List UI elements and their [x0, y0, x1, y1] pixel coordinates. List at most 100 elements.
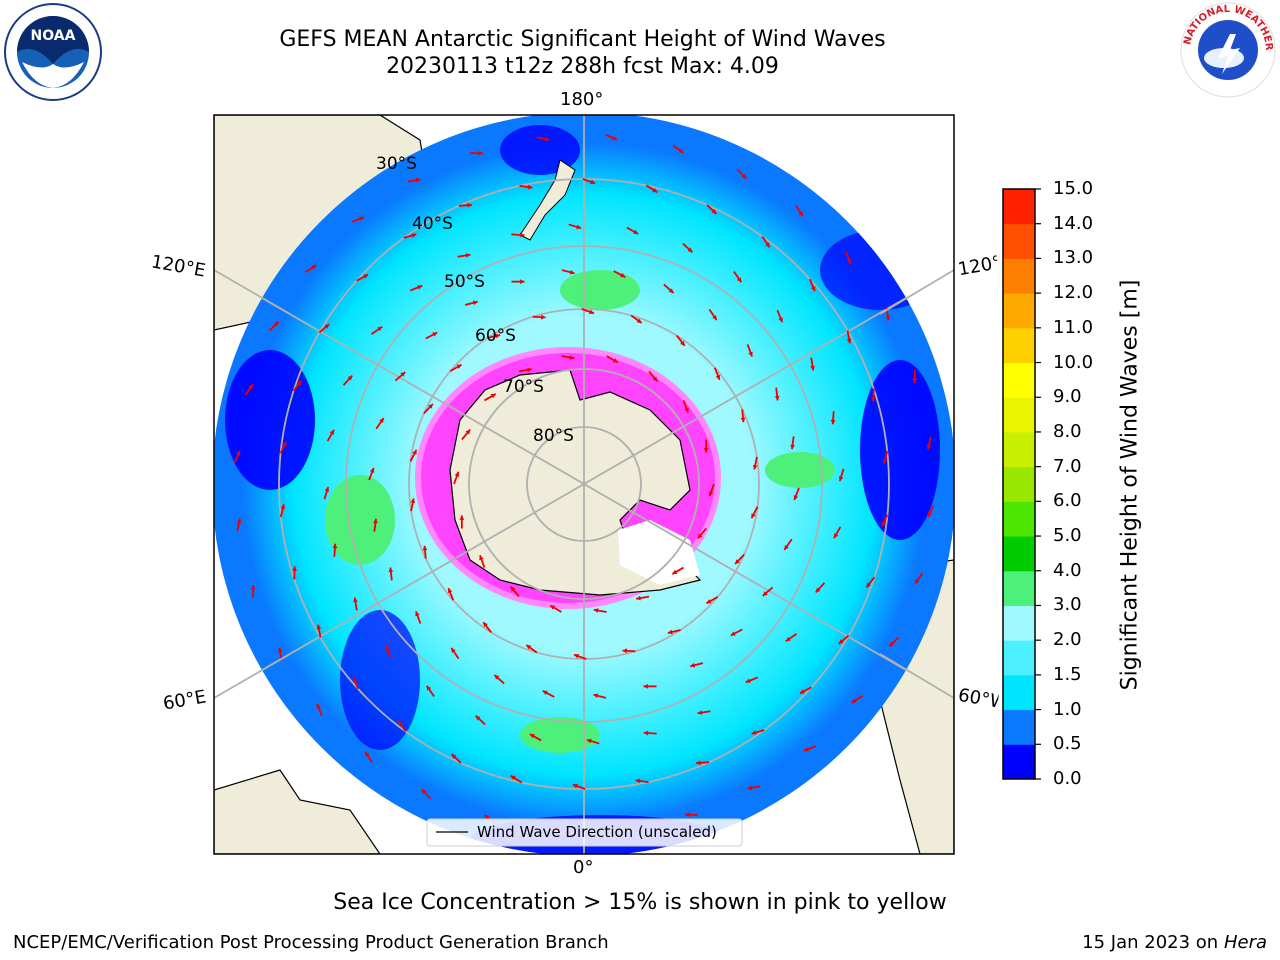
- wave-arrow-head: [712, 315, 717, 321]
- wave-arrow-head: [684, 407, 689, 413]
- wave-arrow-head: [715, 374, 721, 380]
- colorbar-cell: [1003, 536, 1035, 572]
- wave-arrow-head: [696, 760, 701, 766]
- wave-arrow-head: [633, 229, 639, 234]
- wave-arrow-head: [572, 783, 578, 789]
- footer-machine: Hera: [1223, 932, 1267, 953]
- colorbar-tick-label: 6.0: [1053, 490, 1082, 512]
- wave-arrow-head: [926, 444, 932, 450]
- chart-title: GEFS MEAN Antarctic Significant Height o…: [279, 27, 886, 52]
- wave-arrow-head: [465, 429, 471, 435]
- wave-arrow-head: [573, 653, 579, 659]
- wave-arrow-head: [373, 518, 378, 524]
- noaa-logo: NOAA: [2, 2, 104, 102]
- wave-arrow-head: [652, 187, 658, 193]
- wave-arrow-head: [838, 476, 844, 482]
- wave-arrow-head: [882, 458, 888, 464]
- wave-arrow-head: [236, 518, 242, 524]
- wave-arrow-head: [280, 504, 286, 510]
- wave-arrow-head: [846, 338, 852, 344]
- wave-arrow-head: [316, 624, 322, 630]
- wave-arrow-head: [519, 232, 525, 238]
- lon-label-180: 180°: [560, 89, 604, 110]
- wave-arrow-head: [636, 595, 641, 601]
- wave-arrow-head: [484, 815, 490, 820]
- wave-arrow-head: [747, 785, 753, 791]
- colorbar-cell: [1003, 744, 1035, 780]
- wave-arrow-head: [550, 605, 556, 610]
- wave-arrow-head: [483, 622, 488, 628]
- wave-arrow-head: [774, 395, 780, 401]
- wave-arrow-head: [510, 586, 516, 592]
- lon-label-0: 0°: [573, 857, 594, 878]
- wave-arrow-head: [803, 747, 809, 752]
- wave-arrow-head: [740, 417, 746, 423]
- wave-arrow-head: [589, 309, 595, 315]
- wave-arrow-head: [684, 812, 690, 818]
- wave-arrow-head: [762, 591, 768, 596]
- wave-arrow-head: [296, 380, 302, 386]
- wave-arrow-head: [359, 216, 365, 221]
- wave-arrow-head: [324, 324, 330, 329]
- africa-land: [214, 769, 381, 854]
- wave-arrow-head: [329, 429, 334, 435]
- wave-arrow-head: [248, 384, 253, 390]
- colorbar-tick-label: 5.0: [1053, 525, 1082, 547]
- wave-arrow-head: [708, 491, 714, 497]
- colorbar-tick-label: 11.0: [1053, 316, 1094, 338]
- wave-arrow-head: [784, 544, 789, 550]
- wave-arrow-head: [311, 265, 317, 270]
- wave-arrow-head: [459, 515, 465, 520]
- wave-arrow-head: [388, 567, 394, 573]
- wave-arrow-head: [352, 676, 358, 682]
- wave-arrow-head: [745, 678, 751, 683]
- wave-arrow-head: [495, 333, 501, 339]
- svg-text:Wind Wave Direction (unscaled): Wind Wave Direction (unscaled): [477, 823, 717, 841]
- wave-arrow-head: [454, 471, 460, 477]
- wave-arrow-head: [544, 136, 550, 142]
- wave-arrow-head: [690, 662, 696, 668]
- wave-arrow-head: [467, 202, 472, 208]
- wave-arrow-head: [778, 317, 783, 323]
- wave-arrow-head: [478, 150, 484, 156]
- wave-arrow-head: [889, 641, 895, 647]
- colorbar-cell: [1003, 293, 1035, 329]
- wave-arrow-head: [622, 648, 627, 654]
- wave-arrow-head: [748, 351, 753, 357]
- wave-arrow-head: [730, 631, 736, 636]
- wave-arrow-head: [643, 730, 649, 736]
- wave-arrow-head: [398, 720, 403, 726]
- wave-arrow-head: [915, 578, 920, 584]
- lat-label-30: 30°S: [376, 154, 417, 174]
- wave-arrow-head: [347, 375, 353, 381]
- wave-arrow-head: [793, 495, 799, 501]
- wave-arrow-head: [593, 608, 599, 613]
- wave-arrow-head: [871, 397, 876, 402]
- wave-arrow-head: [881, 521, 886, 527]
- wave-arrow-head: [620, 273, 626, 278]
- colorbar-tick-label: 3.0: [1053, 594, 1082, 616]
- wave-arrow-head: [520, 279, 525, 285]
- wave-arrow-head: [668, 288, 674, 294]
- wave-arrow-head: [451, 647, 456, 653]
- wave-arrow-head: [680, 340, 685, 346]
- colorbar-cell: [1003, 709, 1035, 745]
- wave-arrow-head: [332, 543, 338, 549]
- colorbar-cell: [1003, 397, 1035, 433]
- colorbar-cell: [1003, 605, 1035, 641]
- wave-arrow-head: [527, 367, 532, 373]
- colorbar-tick-label: 2.0: [1053, 629, 1082, 651]
- wave-arrow-head: [490, 393, 496, 399]
- colorbar-tick-label: 7.0: [1053, 455, 1082, 477]
- wave-arrow-head: [494, 674, 500, 680]
- wave-arrow-head: [363, 274, 369, 279]
- wave-arrow-head: [541, 314, 546, 320]
- lat-label-70: 70°S: [503, 377, 544, 397]
- wave-arrow-head: [736, 277, 742, 283]
- colorbar-tick-label: 0.5: [1053, 733, 1082, 755]
- wave-arrow-head: [672, 569, 678, 575]
- wave-arrow-head: [810, 365, 815, 371]
- wave-arrow-head: [751, 730, 757, 735]
- wave-arrow-head: [447, 588, 453, 594]
- wave-arrow-head: [365, 751, 370, 757]
